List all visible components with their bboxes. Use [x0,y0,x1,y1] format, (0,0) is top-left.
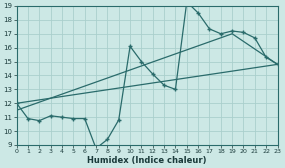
X-axis label: Humidex (Indice chaleur): Humidex (Indice chaleur) [87,156,207,164]
